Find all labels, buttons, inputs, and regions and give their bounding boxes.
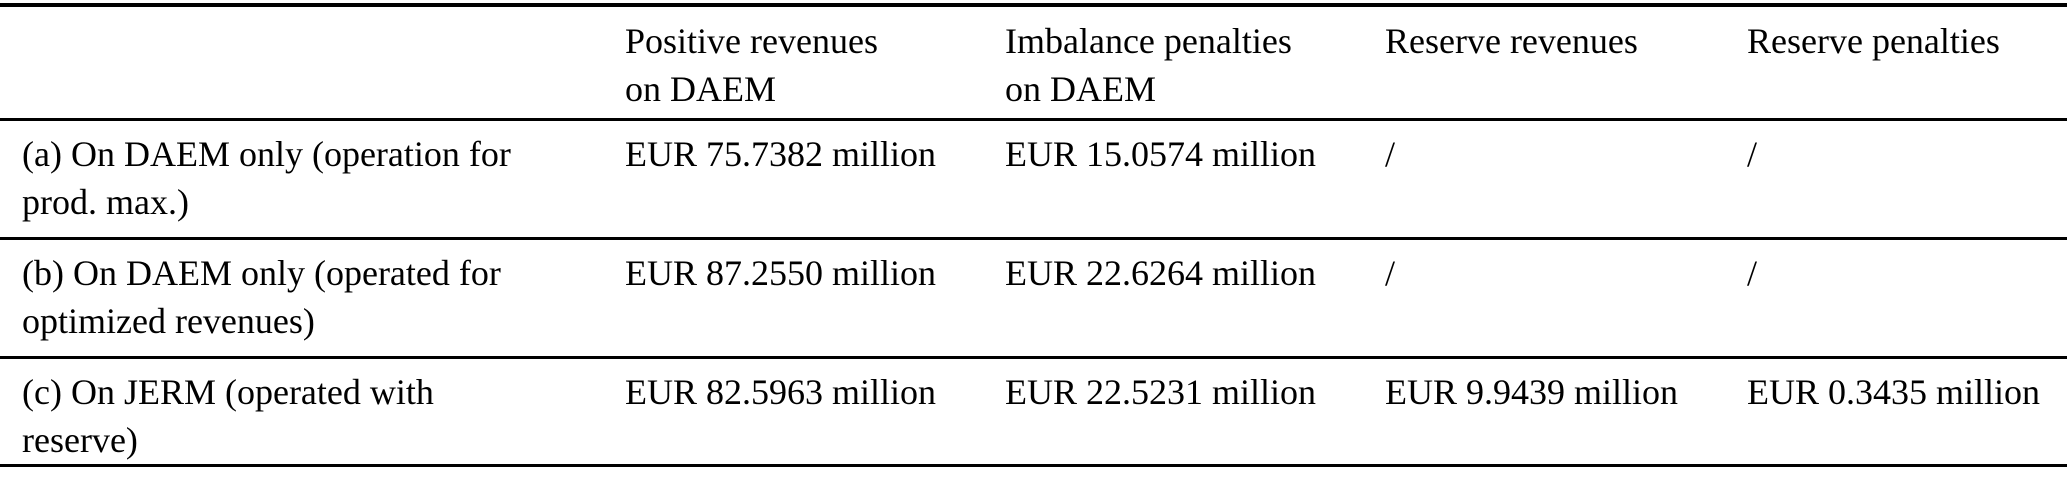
row-a-positive-revenues: EUR 75.7382 million xyxy=(625,133,937,174)
table-header: Positive revenues on DAEM Imbalance pena… xyxy=(0,5,2067,119)
row-c-label: (c) On JERM (operated with reserve) xyxy=(22,371,434,460)
row-b-imbalance-penalties: EUR 22.6264 million xyxy=(1005,252,1317,293)
row-c-reserve-revenues: EUR 9.9439 million xyxy=(1385,371,1679,412)
col-header-reserve-penalties: Reserve penalties xyxy=(1747,21,2000,61)
table-row-b: (b) On DAEM only (operated for optimized… xyxy=(0,238,2067,357)
row-c-imbalance-penalties: EUR 22.5231 million xyxy=(1005,371,1317,412)
row-a-reserve-revenues: / xyxy=(1385,133,1396,174)
row-b-label: (b) On DAEM only (operated for optimized… xyxy=(22,252,501,341)
col-header-positive-revenues-on-daem: Positive revenues on DAEM xyxy=(625,21,878,109)
table-row-c: (c) On JERM (operated with reserve) EUR … xyxy=(0,357,2067,465)
col-header-reserve-revenues: Reserve revenues xyxy=(1385,21,1638,61)
row-a-imbalance-penalties: EUR 15.0574 million xyxy=(1005,133,1317,174)
table-body: (a) On DAEM only (operation for prod. ma… xyxy=(0,119,2067,465)
row-a-label: (a) On DAEM only (operation for prod. ma… xyxy=(22,133,511,222)
row-a-reserve-penalties: / xyxy=(1747,133,1758,174)
col-header-imbalance-penalties-on-daem: Imbalance penalties on DAEM xyxy=(1005,21,1292,109)
col-header-row-label xyxy=(0,5,625,119)
row-b-positive-revenues: EUR 87.2550 million xyxy=(625,252,937,293)
row-c-positive-revenues: EUR 82.5963 million xyxy=(625,371,937,412)
row-b-reserve-penalties: / xyxy=(1747,252,1758,293)
row-c-reserve-penalties: EUR 0.3435 million xyxy=(1747,371,2041,412)
revenues-penalties-table: Positive revenues on DAEM Imbalance pena… xyxy=(0,3,2067,467)
table-row-a: (a) On DAEM only (operation for prod. ma… xyxy=(0,119,2067,238)
header-row: Positive revenues on DAEM Imbalance pena… xyxy=(0,5,2067,119)
row-b-reserve-revenues: / xyxy=(1385,252,1396,293)
